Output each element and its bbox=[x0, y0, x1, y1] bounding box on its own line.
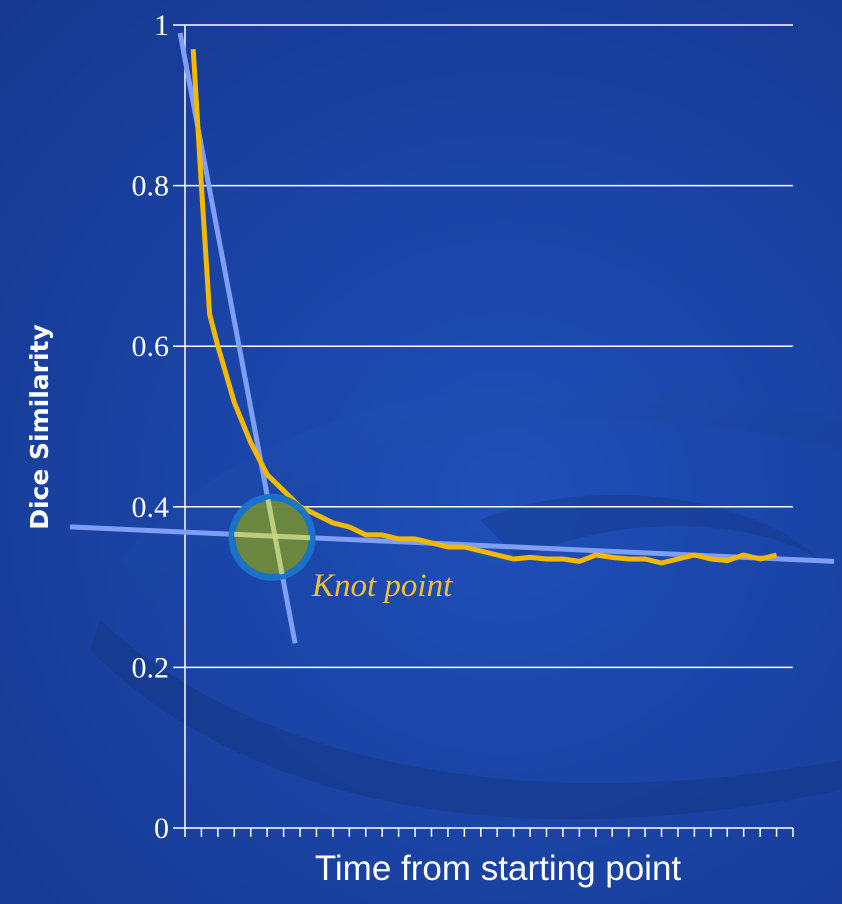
y-axis-label: Dice Similarity bbox=[25, 324, 54, 530]
y-tick-label: 0.6 bbox=[132, 330, 170, 363]
background-decoration bbox=[90, 384, 842, 820]
knot-cross-line bbox=[234, 531, 311, 541]
y-tick-label: 0 bbox=[154, 812, 169, 845]
axes: 0 0.2 0.4 0.6 0.8 1 bbox=[132, 9, 794, 845]
y-tick-label: 0.4 bbox=[132, 491, 170, 524]
x-axis-label: Time from starting point bbox=[315, 849, 682, 888]
labels: Dice Similarity Time from starting point… bbox=[25, 324, 681, 888]
y-tick-label: 0.2 bbox=[132, 651, 170, 684]
y-tick-label: 1 bbox=[154, 9, 169, 42]
knot-marker bbox=[228, 493, 316, 581]
y-tick-label: 0.8 bbox=[132, 170, 170, 203]
knot-point-label: Knot point bbox=[311, 568, 453, 604]
series-line bbox=[190, 48, 778, 566]
series bbox=[190, 48, 778, 566]
